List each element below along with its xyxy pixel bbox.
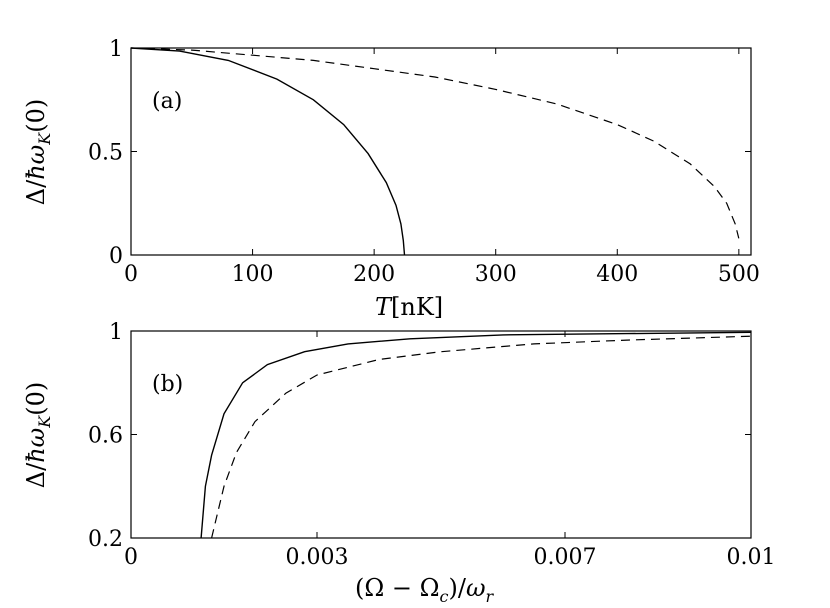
panel-b-xtick-label: 0.007 [534,545,597,570]
panel-a-ytick-label: 0 [109,244,123,269]
panel-a: 0 100 200 300 400 500 0 0.5 1 (a) T[nK] Δ/ħωK(0) [22,37,760,321]
panel-a-xtick-label: 400 [596,262,638,287]
panel-b-ylabel: Δ/ħωK(0) [22,382,54,488]
panel-b-series-solid-line [200,331,752,539]
panel-b-ytick-label: 0.6 [88,424,123,449]
panel-b-ytick-label: 0.2 [88,527,123,552]
panel-a-ytick-label: 1 [109,37,123,62]
panel-a-xlabel: T[nK] [375,293,443,321]
panel-a-series-dashed-line [130,47,740,239]
panel-b-frame [130,330,752,539]
panel-b-label: (b) [152,372,183,397]
panel-a-frame [130,47,752,256]
panel-b-xlabel: (Ω − Ωc)/ωr [355,574,495,606]
panel-b-xtick-label: 0.003 [286,545,349,570]
panel-b-xtick-label: 0 [124,545,138,570]
panel-a-xtick-label: 100 [232,262,274,287]
panel-b: 0 0.003 0.007 0.01 0.2 0.6 1 (b) (Ω − Ωc)/ωr Δ… [22,320,775,606]
panel-a-series-solid-line [130,47,406,256]
panel-b-ytick-label: 1 [109,320,123,345]
panel-a-xtick-label: 200 [353,262,395,287]
panel-a-ylabel: Δ/ħωK(0) [22,99,54,205]
panel-b-series-dashed-line [211,335,752,539]
panel-a-xtick-label: 300 [475,262,517,287]
panel-a-ytick-label: 0.5 [88,141,123,166]
panel-a-label: (a) [152,89,182,114]
panel-a-xtick-label: 0 [124,262,138,287]
panel-b-xtick-label: 0.01 [727,545,776,570]
panel-a-xtick-label: 500 [718,262,760,287]
